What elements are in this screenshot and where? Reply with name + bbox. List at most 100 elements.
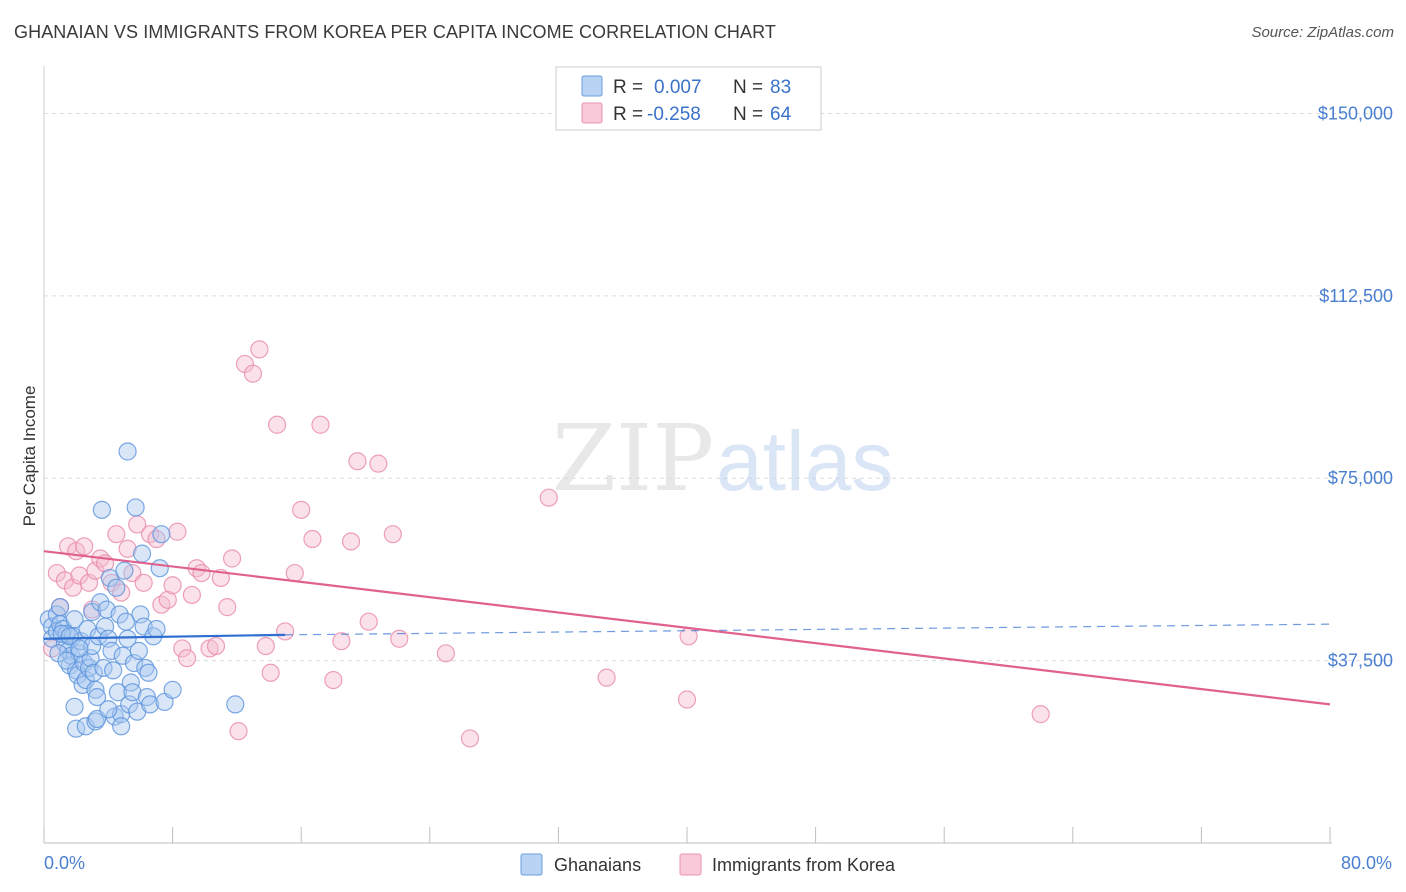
point-korea-49 [324,670,343,690]
point-korea-61 [677,690,697,709]
point-ghanaians-82 [99,700,118,719]
stats-legend-n-value-blue: 83 [770,77,791,98]
series-legend-swatch-pink [679,853,702,876]
point-ghanaians-59 [136,658,155,678]
point-ghanaians-78 [70,639,89,658]
point-korea-53 [359,612,378,631]
point-korea-58 [460,729,480,748]
point-ghanaians-74 [112,717,131,736]
point-korea-17 [118,539,137,558]
point-ghanaians-28 [86,680,105,699]
point-korea-27 [173,639,192,658]
point-ghanaians-61 [139,663,158,682]
point-korea-15 [107,525,126,544]
watermark-atlas: atlas [716,414,893,508]
point-ghanaians-79 [57,651,76,670]
point-ghanaians-72 [76,717,95,736]
series-ghanaians-points [39,442,245,738]
chart-title: GHANAIAN VS IMMIGRANTS FROM KOREA PER CA… [14,22,776,42]
point-korea-39 [243,364,263,383]
point-korea-33 [206,636,226,656]
stats-legend-n-label-pink: N = [733,104,763,125]
stats-legend-r-label-pink: R = [613,104,643,125]
trend-lines [43,550,1331,706]
point-korea-59 [539,488,558,507]
point-korea-28 [177,649,197,668]
point-korea-26 [168,522,187,541]
point-ghanaians-69 [226,695,245,714]
point-korea-36 [222,549,242,568]
point-ghanaians-14 [65,610,84,629]
stats-legend-n-label-blue: N = [733,77,763,98]
point-korea-24 [158,590,177,609]
y-tick-label-1: $75,000 [1328,468,1393,488]
y-axis-title: Per Capita Income [20,386,39,527]
point-korea-35 [218,598,237,617]
series-legend-label-korea: Immigrants from Korea [712,855,896,875]
stats-legend-r-value-blue: 0.007 [654,77,702,98]
point-korea-43 [267,415,287,434]
point-korea-54 [369,454,388,473]
x-tick-label-min: 0.0% [44,853,85,873]
trend-line-korea [43,550,1331,706]
trend-line-ghanaians [43,633,286,640]
point-korea-42 [261,663,280,682]
point-korea-46 [292,500,311,519]
y-tick-labels: $37,500 $75,000 $112,500 $150,000 [1318,103,1393,670]
point-korea-20 [134,573,153,592]
point-ghanaians-38 [102,641,121,660]
series-legend-label-ghanaians: Ghanaians [554,855,641,875]
point-korea-40 [250,340,269,359]
point-korea-50 [332,632,351,651]
x-tick-label-max: 80.0% [1341,853,1392,873]
point-korea-56 [390,629,409,648]
point-ghanaians-5 [50,598,70,617]
stats-legend: R = 0.007 N = 83 R = -0.258 N = 64 [555,66,822,131]
stats-legend-swatch-blue [581,75,603,97]
point-ghanaians-77 [60,627,79,646]
point-ghanaians-65 [150,559,169,578]
point-ghanaians-43 [110,605,129,624]
y-tick-label-2: $112,500 [1319,286,1393,306]
point-ghanaians-64 [147,619,166,639]
point-korea-8 [75,537,94,556]
point-korea-37 [229,722,248,741]
point-ghanaians-51 [123,683,142,702]
stats-legend-r-value-pink: -0.258 [647,104,701,125]
point-korea-60 [597,668,616,687]
point-korea-51 [341,532,361,551]
point-korea-45 [285,563,304,583]
y-tick-label-3: $150,000 [1318,103,1393,123]
point-ghanaians-48 [118,629,137,648]
stats-legend-r-label-blue: R = [613,77,643,98]
point-ghanaians-70 [118,442,137,461]
stats-legend-n-value-pink: 64 [770,104,792,125]
point-ghanaians-41 [107,578,126,597]
y-tick-label-0: $37,500 [1328,651,1393,671]
point-korea-63 [1031,705,1050,724]
point-ghanaians-68 [163,680,182,699]
point-ghanaians-46 [115,561,134,580]
watermark-zip: ZIP [552,405,714,512]
point-ghanaians-29 [87,687,107,707]
trend-line-ghanaians-extension [285,623,1331,636]
point-korea-44 [276,622,295,641]
point-ghanaians-53 [126,498,145,517]
point-korea-52 [348,452,367,471]
point-ghanaians-57 [132,544,152,563]
point-ghanaians-32 [92,500,111,519]
series-korea-points [42,340,1050,748]
point-korea-31 [192,563,211,583]
point-ghanaians-81 [65,697,84,716]
point-ghanaians-62 [140,695,160,714]
point-korea-25 [163,576,182,595]
point-korea-55 [383,525,402,544]
source-label: Source: ZipAtlas.com [1251,24,1394,41]
point-ghanaians-31 [91,593,110,612]
axes [43,66,1332,844]
point-korea-29 [182,585,201,605]
point-korea-57 [436,644,455,663]
point-korea-47 [303,529,322,549]
point-ghanaians-37 [100,568,120,588]
